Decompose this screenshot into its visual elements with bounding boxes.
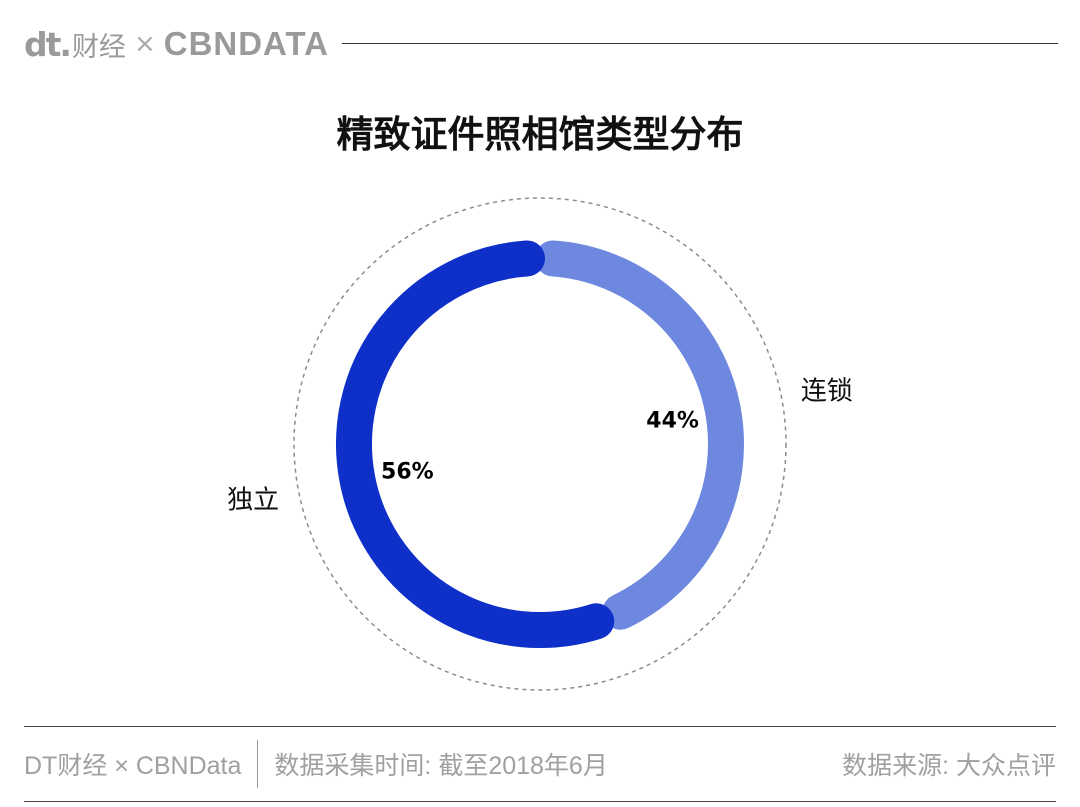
footer-left: DT财经 × CBNData 数据采集时间: 截至2018年6月 [24, 727, 608, 800]
brand-cn: 财经 [71, 31, 126, 63]
brand-x: × [133, 29, 156, 59]
donut-category-label-1: 独立 [227, 486, 279, 516]
donut-category-label-0: 连锁 [801, 376, 853, 406]
donut-value-label-1: 56% [381, 459, 434, 484]
brand-logo: dt. 财经 × CBNDATA [24, 24, 329, 64]
donut-slice-chain [534, 240, 744, 630]
brand-cbndata: CBNDATA [163, 25, 329, 62]
chart-title: 精致证件照相馆类型分布 [336, 113, 744, 156]
footer: DT财经 × CBNData 数据采集时间: 截至2018年6月 数据来源: 大… [24, 726, 1056, 802]
donut-slice-independent [336, 240, 615, 648]
header-rule [342, 43, 1058, 44]
brand-dt: dt. [24, 24, 72, 64]
footer-date: 数据采集时间: 截至2018年6月 [274, 751, 608, 780]
footer-credit: DT财经 × CBNData [24, 751, 242, 780]
footer-source: 数据来源: 大众点评 [842, 751, 1056, 780]
header: dt. 财经 × CBNDATA [24, 24, 1058, 64]
donut-value-label-0: 44% [646, 409, 699, 434]
donut-slices [336, 240, 744, 648]
donut-labels: 44% 连锁 56% 独立 [227, 376, 853, 515]
footer-separator [257, 739, 259, 788]
outer-dashed-ring [293, 197, 787, 691]
footer-right: 数据来源: 大众点评 [842, 727, 1056, 800]
